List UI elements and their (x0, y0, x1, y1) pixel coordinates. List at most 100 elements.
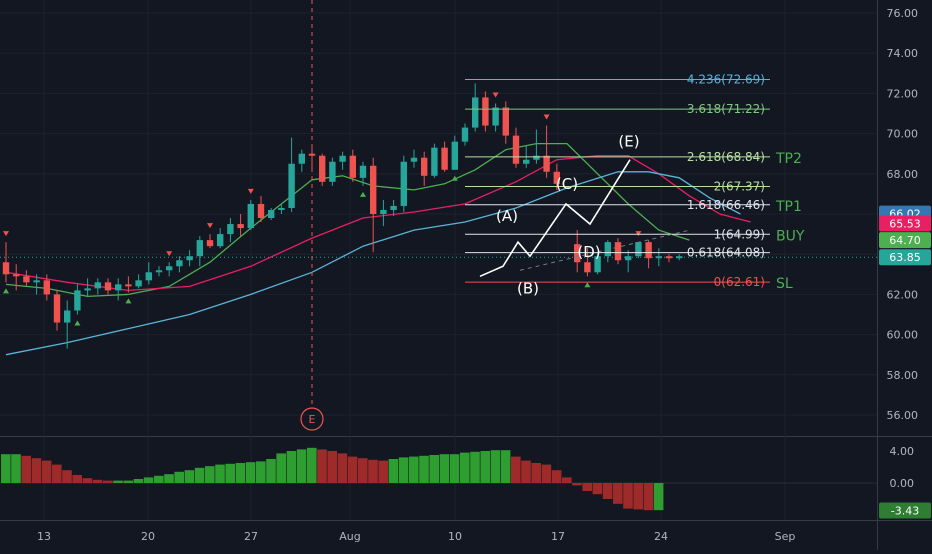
price-label-box (879, 232, 931, 249)
sell-marker (635, 231, 642, 237)
sell-marker (492, 92, 499, 98)
candle-body (635, 242, 642, 257)
oscillator-bar (347, 456, 358, 483)
candle-body (206, 240, 214, 247)
time-axis-tick: 27 (244, 530, 258, 543)
candle-body (584, 262, 591, 273)
price-axis-tick: 74.00 (887, 47, 919, 60)
oscillator-bar (225, 463, 235, 483)
price-axis-tick: 70.00 (887, 128, 919, 141)
candle-body (145, 272, 152, 281)
elliott-wave-path[interactable] (479, 159, 631, 278)
candle-body (196, 240, 203, 257)
candle-body (665, 256, 673, 259)
candle-body (461, 127, 469, 142)
event-marker-label: E (309, 413, 316, 426)
fib-level-label: 3.618(71.22) (687, 102, 765, 116)
buy-marker (451, 175, 458, 181)
candle-body (492, 107, 499, 126)
oscillator-bar (358, 458, 368, 483)
price-axis-tick: 56.00 (887, 409, 919, 422)
price-axis-tick: 62.00 (887, 288, 919, 301)
time-axis-tick: 13 (37, 530, 51, 543)
sell-marker (166, 251, 173, 257)
candle-body (257, 203, 265, 219)
oscillator-last-label-box (879, 502, 931, 519)
price-axis-tick: 60.00 (887, 329, 919, 342)
oscillator-bar (92, 479, 103, 483)
price-label-box (879, 215, 931, 232)
candle-body (33, 280, 40, 283)
candle-body (125, 284, 132, 287)
candle-body (319, 155, 326, 182)
buy-marker (3, 288, 9, 294)
candle-body (410, 157, 418, 162)
buy-marker (125, 298, 132, 304)
candle-body (308, 153, 316, 156)
oscillator-bar (511, 456, 521, 483)
oscillator-bar (470, 451, 480, 483)
candle-body (247, 203, 254, 229)
oscillator-bar (205, 466, 215, 483)
oscillator-bar (480, 451, 490, 483)
price-label-box (879, 249, 931, 266)
candle-body (400, 161, 407, 206)
oscillator-bar (296, 449, 307, 483)
candle-body (166, 266, 173, 271)
candle-body (104, 282, 112, 291)
buy-marker (360, 191, 366, 197)
oscillator-bar (256, 461, 266, 483)
candle-body (135, 280, 142, 287)
oscillator-bar (613, 483, 623, 504)
oscillator-bar (1, 454, 11, 483)
time-axis-tick: 10 (448, 530, 462, 543)
moving-average-line-3 (5, 171, 741, 356)
candle-body (390, 205, 397, 210)
oscillator-bar (398, 457, 409, 483)
oscillator-bar (174, 471, 184, 483)
candle-body (523, 159, 530, 164)
oscillator-bar (378, 460, 388, 483)
oscillator-bar (388, 459, 399, 483)
candle-body (237, 224, 244, 229)
time-axis-tick: Sep (775, 530, 796, 543)
candle-body (176, 260, 183, 267)
fib-level-label: 2.618(68.84) (687, 150, 765, 164)
wave-label-b: (B) (517, 279, 539, 297)
oscillator-bar (490, 450, 501, 483)
time-axis-tick: 17 (551, 530, 565, 543)
oscillator-bar (286, 451, 297, 483)
sell-marker (207, 223, 213, 229)
oscillator-bar (653, 483, 664, 511)
price-label: 63.85 (889, 251, 921, 264)
sell-marker (3, 231, 9, 237)
oscillator-bar (103, 480, 113, 483)
event-marker-circle[interactable] (300, 407, 324, 431)
oscillator-bar (449, 454, 460, 483)
oscillator-bar (368, 459, 378, 483)
fib-level-label: 1(64.99) (714, 227, 765, 241)
candle-body (574, 244, 581, 263)
target-label-tp2: TP2 (775, 151, 802, 167)
candle-body (155, 270, 163, 273)
candle-body (13, 274, 20, 277)
candle-body (227, 224, 234, 235)
oscillator-bar (21, 455, 31, 483)
candle-body (64, 310, 71, 323)
oscillator-bar (643, 483, 654, 511)
candle-body (645, 242, 652, 259)
fib-level-label: 2(67.37) (714, 179, 765, 193)
candle-body (472, 97, 479, 128)
oscillator-bar (133, 479, 144, 483)
oscillator-bar (531, 463, 541, 483)
target-label-buy: BUY (776, 228, 805, 244)
candle-body (74, 290, 81, 311)
candle-body (512, 135, 520, 164)
oscillator-bar (592, 483, 603, 495)
oscillator-bar (317, 449, 327, 483)
target-label-tp1: TP1 (775, 199, 802, 215)
oscillator-axis-tick: 4.00 (890, 445, 915, 458)
oscillator-bar (429, 455, 439, 483)
